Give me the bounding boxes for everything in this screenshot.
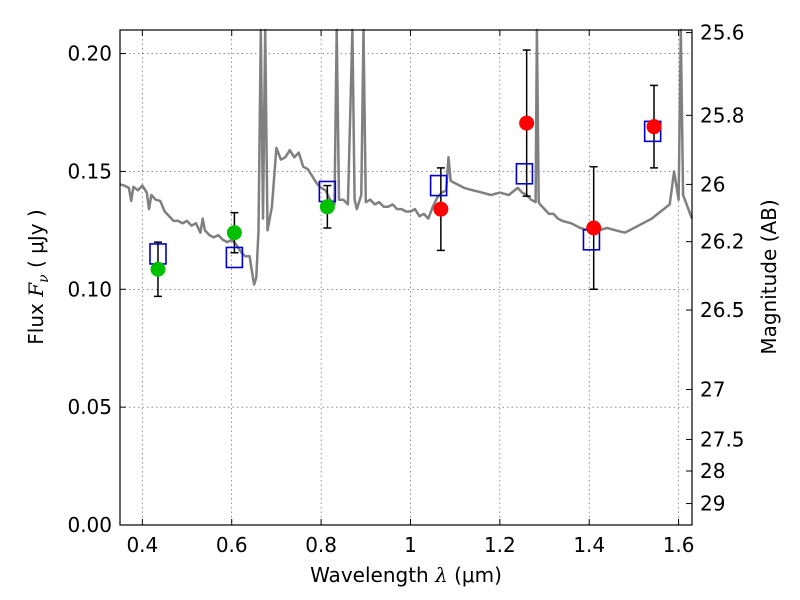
y-tick-label: 0.10 bbox=[67, 277, 112, 301]
right-tick-label: 26.2 bbox=[700, 230, 745, 254]
errorbar-layer bbox=[153, 49, 659, 298]
grid-lines bbox=[120, 30, 692, 526]
x-axis-label: Wavelength λ (μm) bbox=[310, 563, 502, 587]
y-tick-label: 0.05 bbox=[67, 395, 112, 419]
model-photometry-square bbox=[515, 162, 534, 185]
model-photometry-layer bbox=[149, 120, 662, 269]
x-tick-label: 0.4 bbox=[126, 533, 158, 557]
right-tick-label: 26.5 bbox=[700, 298, 745, 322]
x-tick-label: 1.4 bbox=[573, 533, 605, 557]
x-tick-label: 1.2 bbox=[484, 533, 516, 557]
red-data-point bbox=[433, 201, 449, 217]
model-photometry-square bbox=[225, 246, 244, 269]
right-tick-label: 27.5 bbox=[700, 427, 745, 451]
x-tick-label: 0.8 bbox=[305, 533, 337, 557]
plot-frame bbox=[119, 29, 693, 526]
green-data-point bbox=[150, 261, 166, 277]
red-data-point bbox=[519, 115, 535, 131]
model-spectrum-layer bbox=[119, 28, 694, 286]
observed-points-layer bbox=[150, 115, 662, 277]
x-tick-label: 1 bbox=[404, 533, 417, 557]
red-data-point bbox=[646, 119, 662, 135]
right-tick-label: 28 bbox=[700, 459, 725, 483]
right-tick-label: 27 bbox=[700, 377, 725, 401]
green-data-point bbox=[319, 199, 335, 215]
right-tick-label: 25.8 bbox=[700, 103, 745, 127]
x-tick-label: 1.6 bbox=[663, 533, 695, 557]
y-axis-label: Flux Fν ( μJy ) bbox=[24, 209, 53, 344]
right-tick-label: 29 bbox=[700, 492, 725, 516]
red-data-point bbox=[586, 220, 602, 236]
axis-ticks: 0.4 0.6 0.8 1 1.2 1.4 1.6 0.00 0.05 0.10 0.15 0.20 2… bbox=[67, 21, 744, 557]
right-tick-label: 25.6 bbox=[700, 21, 745, 45]
right-tick-label: 26 bbox=[700, 172, 725, 196]
y-tick-label: 0.20 bbox=[67, 42, 112, 66]
x-tick-label: 0.6 bbox=[216, 533, 248, 557]
right-axis-label: Magnitude (AB) bbox=[757, 199, 781, 354]
y-tick-label: 0.15 bbox=[67, 159, 112, 183]
model-spectrum-line bbox=[119, 28, 694, 286]
model-photometry-square bbox=[429, 174, 448, 197]
y-tick-label: 0.00 bbox=[67, 513, 112, 537]
green-data-point bbox=[226, 225, 242, 241]
